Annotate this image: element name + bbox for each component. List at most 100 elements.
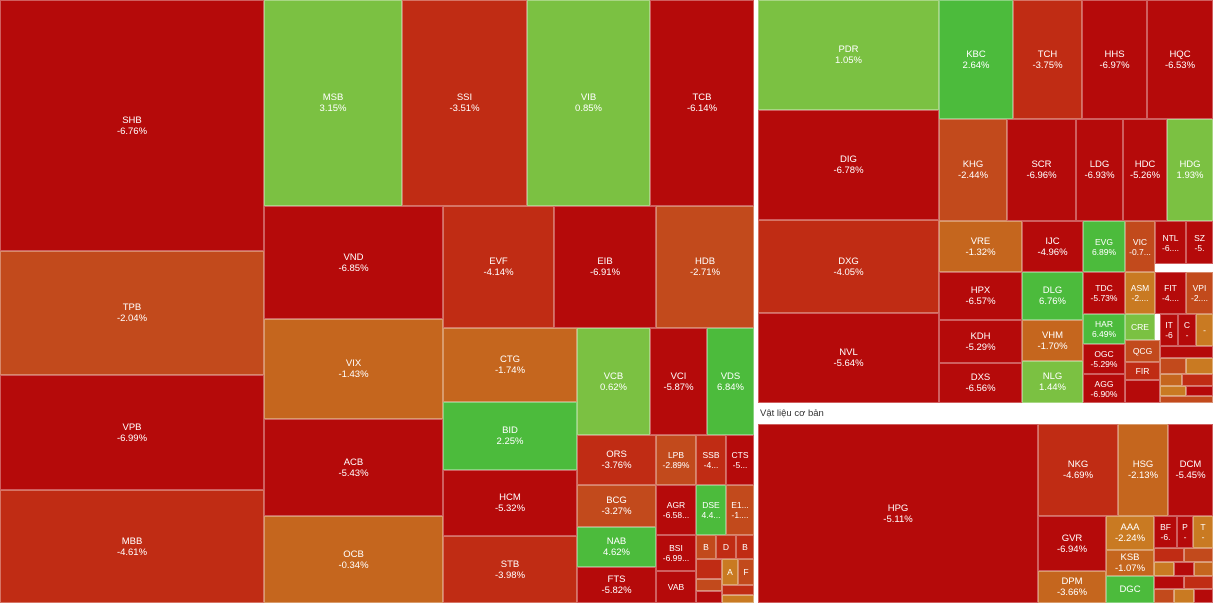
- tile-bid[interactable]: BID 2.25%: [443, 402, 577, 470]
- tile-minor[interactable]: [1186, 358, 1213, 374]
- tile-dpm[interactable]: DPM -3.66%: [1038, 571, 1106, 603]
- tile-aaa[interactable]: AAA -2.24%: [1106, 516, 1154, 550]
- tile-tdc[interactable]: TDC -5.73%: [1083, 272, 1125, 314]
- tile-nvl[interactable]: NVL -5.64%: [758, 313, 939, 403]
- tile-tpb[interactable]: TPB -2.04%: [0, 251, 264, 375]
- tile-vds[interactable]: VDS 6.84%: [707, 328, 754, 435]
- tile-bcg[interactable]: BCG -3.27%: [577, 485, 656, 527]
- tile-minor[interactable]: [1174, 562, 1194, 576]
- tile-hsg[interactable]: HSG -2.13%: [1118, 424, 1168, 516]
- tile-minor[interactable]: [696, 559, 722, 579]
- tile-minor[interactable]: [1184, 548, 1213, 562]
- tile-minor[interactable]: [1194, 589, 1213, 603]
- tile-mbb[interactable]: MBB -4.61%: [0, 490, 264, 603]
- tile-minor[interactable]: [1182, 374, 1213, 386]
- tile-vre[interactable]: VRE -1.32%: [939, 221, 1022, 272]
- tile-e1[interactable]: E1... -1....: [726, 485, 754, 535]
- tile-minor[interactable]: [696, 579, 722, 591]
- tile-ssb[interactable]: SSB -4...: [696, 435, 726, 485]
- tile-vhm[interactable]: VHM -1.70%: [1022, 320, 1083, 361]
- tile-dcm[interactable]: DCM -5.45%: [1168, 424, 1213, 516]
- tile-khg[interactable]: KHG -2.44%: [939, 119, 1007, 221]
- tile-minor[interactable]: [1194, 562, 1213, 576]
- tile-dxg[interactable]: DXG -4.05%: [758, 220, 939, 313]
- tile-ijc[interactable]: IJC -4.96%: [1022, 221, 1083, 272]
- tile-asm[interactable]: ASM -2....: [1125, 272, 1155, 314]
- tile-pdr[interactable]: PDR 1.05%: [758, 0, 939, 110]
- tile-dxs[interactable]: DXS -6.56%: [939, 363, 1022, 403]
- tile-ctg[interactable]: CTG -1.74%: [443, 328, 577, 402]
- tile-vab[interactable]: VAB: [656, 571, 696, 603]
- tile-ldg[interactable]: LDG -6.93%: [1076, 119, 1123, 221]
- tile-[interactable]: -: [1196, 314, 1213, 346]
- tile-hqc[interactable]: HQC -6.53%: [1147, 0, 1213, 119]
- tile-bf[interactable]: BF -6.: [1154, 516, 1177, 548]
- tile-evf[interactable]: EVF -4.14%: [443, 206, 554, 328]
- tile-kdh[interactable]: KDH -5.29%: [939, 320, 1022, 363]
- tile-minor[interactable]: [722, 595, 754, 603]
- tile-dgc[interactable]: DGC: [1106, 576, 1154, 603]
- tile-acb[interactable]: ACB -5.43%: [264, 419, 443, 516]
- tile-shb[interactable]: SHB -6.76%: [0, 0, 264, 251]
- tile-lpb[interactable]: LPB -2.89%: [656, 435, 696, 485]
- tile-agg[interactable]: AGG -6.90%: [1083, 374, 1125, 403]
- tile-hdc[interactable]: HDC -5.26%: [1123, 119, 1167, 221]
- tile-vic[interactable]: VIC -0.7...: [1125, 221, 1155, 272]
- tile-minor[interactable]: [1174, 589, 1194, 603]
- tile-agr[interactable]: AGR -6.58...: [656, 485, 696, 535]
- tile-it[interactable]: IT -6: [1160, 314, 1178, 346]
- tile-vpb[interactable]: VPB -6.99%: [0, 375, 264, 490]
- tile-nlg[interactable]: NLG 1.44%: [1022, 361, 1083, 403]
- tile-scr[interactable]: SCR -6.96%: [1007, 119, 1076, 221]
- tile-dse[interactable]: DSE 4.4...: [696, 485, 726, 535]
- tile-cre[interactable]: CRE: [1125, 314, 1155, 340]
- tile-nkg[interactable]: NKG -4.69%: [1038, 424, 1118, 516]
- tile-minor[interactable]: [1154, 589, 1174, 603]
- tile-vib[interactable]: VIB 0.85%: [527, 0, 650, 206]
- tile-ocb[interactable]: OCB -0.34%: [264, 516, 443, 603]
- tile-minor[interactable]: [1125, 380, 1160, 403]
- tile-vci[interactable]: VCI -5.87%: [650, 328, 707, 435]
- tile-t[interactable]: T-: [1193, 516, 1213, 548]
- tile-a[interactable]: A: [722, 559, 738, 585]
- tile-tch[interactable]: TCH -3.75%: [1013, 0, 1082, 119]
- tile-fts[interactable]: FTS -5.82%: [577, 567, 656, 603]
- tile-b[interactable]: B: [736, 535, 754, 559]
- tile-vcb[interactable]: VCB 0.62%: [577, 328, 650, 435]
- tile-minor[interactable]: [1160, 374, 1182, 386]
- tile-dlg[interactable]: DLG 6.76%: [1022, 272, 1083, 320]
- tile-minor[interactable]: [1160, 346, 1213, 358]
- tile-b[interactable]: B: [696, 535, 716, 559]
- tile-c[interactable]: C-: [1178, 314, 1196, 346]
- tile-qcg[interactable]: QCG: [1125, 340, 1160, 362]
- tile-d[interactable]: D: [716, 535, 736, 559]
- tile-ors[interactable]: ORS -3.76%: [577, 435, 656, 485]
- tile-minor[interactable]: [1160, 396, 1213, 403]
- tile-ssi[interactable]: SSI -3.51%: [402, 0, 527, 206]
- tile-f[interactable]: F: [738, 559, 754, 585]
- tile-har[interactable]: HAR 6.49%: [1083, 314, 1125, 344]
- tile-minor[interactable]: [1160, 358, 1186, 374]
- tile-fir[interactable]: FIR: [1125, 362, 1160, 380]
- tile-kbc[interactable]: KBC 2.64%: [939, 0, 1013, 119]
- tile-ntl[interactable]: NTL -6....: [1155, 221, 1186, 264]
- tile-evg[interactable]: EVG 6.89%: [1083, 221, 1125, 272]
- tile-minor[interactable]: [1154, 576, 1184, 589]
- tile-minor[interactable]: [1184, 576, 1213, 589]
- tile-ksb[interactable]: KSB -1.07%: [1106, 550, 1154, 576]
- tile-stb[interactable]: STB -3.98%: [443, 536, 577, 603]
- tile-minor[interactable]: [1154, 548, 1184, 562]
- tile-cts[interactable]: CTS -5...: [726, 435, 754, 485]
- tile-gvr[interactable]: GVR -6.94%: [1038, 516, 1106, 571]
- tile-minor[interactable]: [1154, 562, 1174, 576]
- tile-minor[interactable]: [1186, 386, 1213, 396]
- tile-minor[interactable]: [722, 585, 754, 595]
- tile-nab[interactable]: NAB 4.62%: [577, 527, 656, 567]
- tile-vpi[interactable]: VPI -2....: [1186, 272, 1213, 314]
- tile-hpx[interactable]: HPX -6.57%: [939, 272, 1022, 320]
- tile-hdg[interactable]: HDG 1.93%: [1167, 119, 1213, 221]
- tile-minor[interactable]: [696, 591, 722, 603]
- tile-hcm[interactable]: HCM -5.32%: [443, 470, 577, 536]
- tile-eib[interactable]: EIB -6.91%: [554, 206, 656, 328]
- tile-vix[interactable]: VIX -1.43%: [264, 319, 443, 419]
